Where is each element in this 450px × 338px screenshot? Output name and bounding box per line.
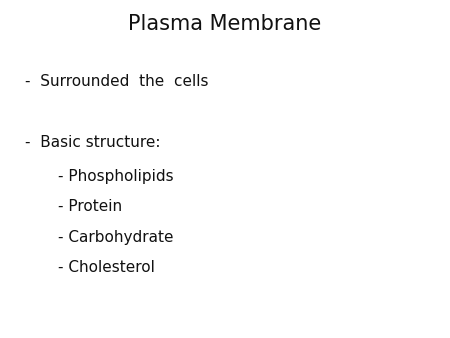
Text: -  Surrounded  the  cells: - Surrounded the cells xyxy=(25,74,208,89)
Text: - Protein: - Protein xyxy=(58,199,122,214)
Text: -  Basic structure:: - Basic structure: xyxy=(25,135,160,150)
Text: - Phospholipids: - Phospholipids xyxy=(58,169,174,184)
Text: - Cholesterol: - Cholesterol xyxy=(58,260,155,275)
Text: Plasma Membrane: Plasma Membrane xyxy=(128,14,322,33)
Text: - Carbohydrate: - Carbohydrate xyxy=(58,230,174,245)
